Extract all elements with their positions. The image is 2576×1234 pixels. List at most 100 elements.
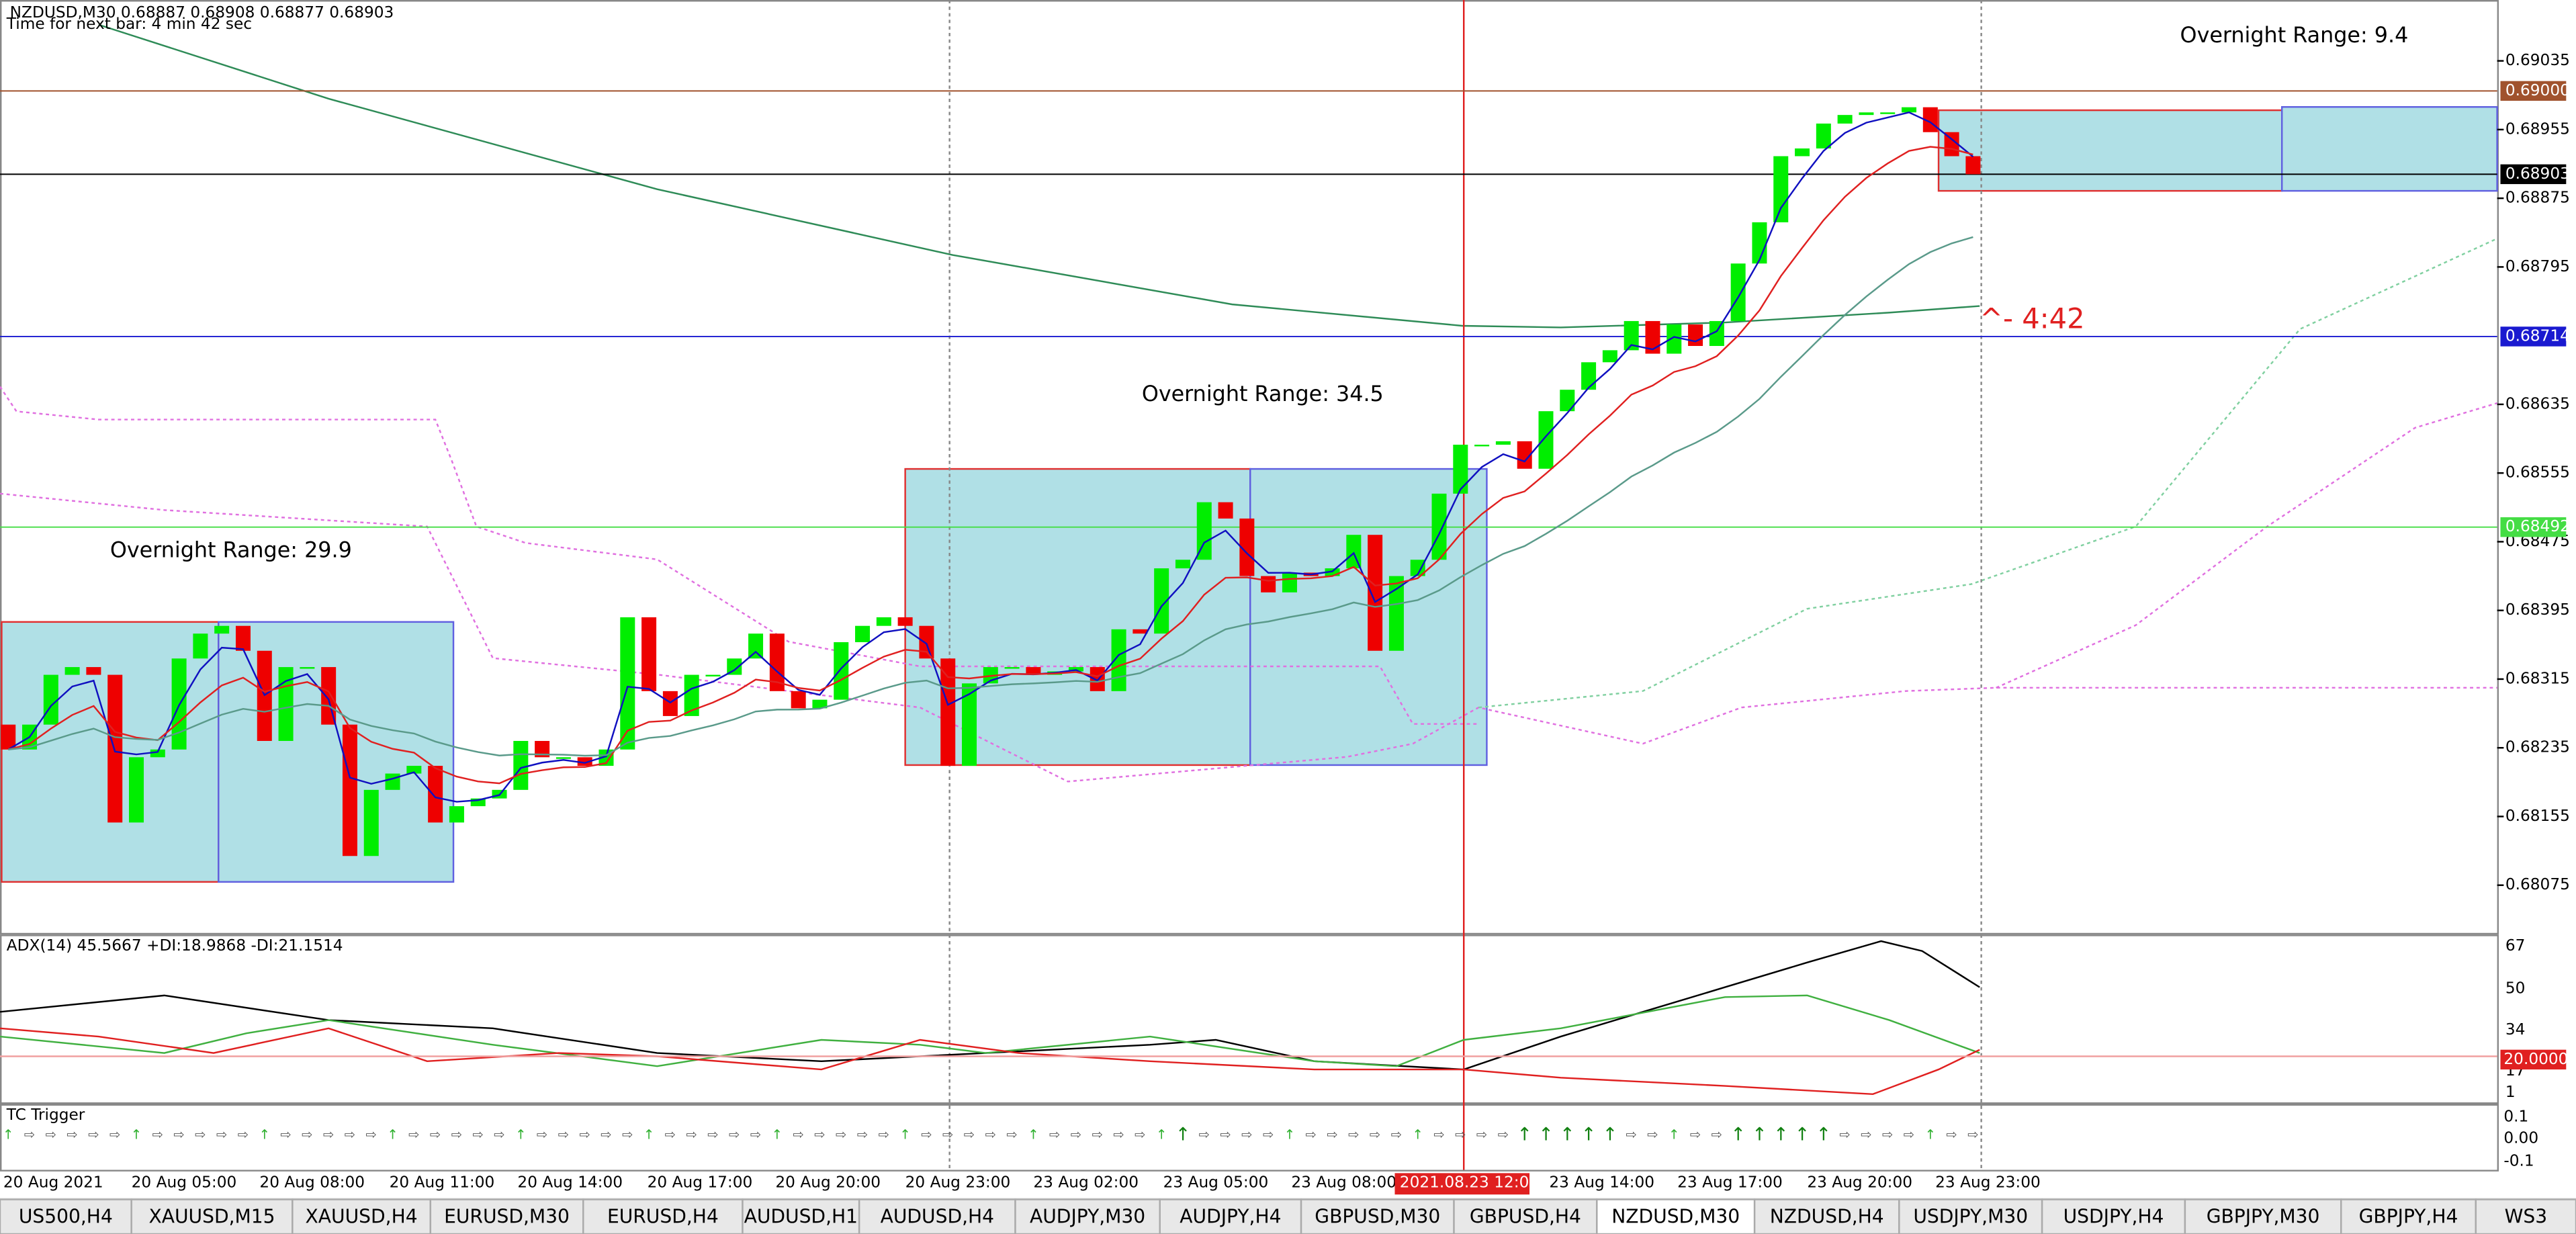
tab[interactable] xyxy=(292,1198,432,1234)
tc-arrow: ⇨ xyxy=(814,1127,825,1143)
tc-arrow: ⇨ xyxy=(1348,1127,1359,1143)
price-marker xyxy=(2500,326,2567,347)
tc-arrow: ⇨ xyxy=(580,1127,590,1143)
tab-label[interactable]: WS3 xyxy=(2505,1205,2548,1227)
tab-label[interactable]: US500,H4 xyxy=(19,1205,113,1227)
tab[interactable] xyxy=(1596,1198,1756,1234)
tab-label[interactable]: AUDJPY,H4 xyxy=(1180,1205,1281,1227)
tab-label[interactable]: NZDUSD,H4 xyxy=(1770,1205,1884,1227)
candle xyxy=(1581,362,1597,390)
tc-arrow: ↑ xyxy=(1925,1127,1936,1143)
tc-arrow: ↑ xyxy=(1175,1125,1191,1145)
range-label: Overnight Range: 9.4 xyxy=(2180,22,2409,48)
tc-arrow: ⇨ xyxy=(537,1127,547,1143)
tc-arrow: ⇨ xyxy=(1476,1127,1487,1143)
tab-label[interactable]: GBPJPY,M30 xyxy=(2207,1205,2320,1227)
tc-arrow: ⇨ xyxy=(729,1127,740,1143)
candle xyxy=(1090,667,1105,691)
tc-arrow: ⇨ xyxy=(1391,1127,1402,1143)
tab-label[interactable]: GBPUSD,M30 xyxy=(1315,1205,1440,1227)
tab[interactable] xyxy=(1159,1198,1302,1234)
candle xyxy=(535,740,550,758)
tc-arrow: ⇨ xyxy=(601,1127,611,1143)
tc-arrow: ⇨ xyxy=(836,1127,846,1143)
tab-label[interactable]: AUDJPY,M30 xyxy=(1030,1205,1145,1227)
tab-label[interactable]: GBPUSD,H4 xyxy=(1470,1205,1581,1227)
tc-arrow: ⇨ xyxy=(323,1127,334,1143)
tab-label[interactable]: EURUSD,M30 xyxy=(444,1205,570,1227)
candle xyxy=(150,749,165,758)
cloud-edge xyxy=(0,492,2497,783)
candle xyxy=(1602,350,1617,363)
tc-arrow: ⇨ xyxy=(1626,1127,1636,1143)
tab-label[interactable]: AUDUSD,H1 xyxy=(744,1205,858,1227)
range-box xyxy=(2280,105,2498,192)
tc-arrow: ⇨ xyxy=(964,1127,975,1143)
tc-arrow: ↑ xyxy=(1560,1125,1575,1145)
tc-arrow: ⇨ xyxy=(1690,1127,1701,1143)
candle xyxy=(662,691,678,716)
time-label: 20 Aug 17:00 xyxy=(648,1174,753,1192)
tc-arrow: ⇨ xyxy=(1092,1127,1103,1143)
tc-arrow: ⇨ xyxy=(88,1127,99,1143)
candle xyxy=(641,617,657,691)
candle xyxy=(1517,441,1532,469)
tab-label[interactable]: EURUSD,H4 xyxy=(607,1205,719,1227)
candle xyxy=(1837,115,1853,124)
tab-label[interactable]: AUDUSD,H4 xyxy=(881,1205,994,1227)
candle xyxy=(1645,320,1660,354)
candle xyxy=(1859,112,1874,116)
candle xyxy=(962,683,977,766)
tab[interactable] xyxy=(858,1198,1016,1234)
price-label: 0.68395 xyxy=(2505,601,2570,619)
candle xyxy=(1902,107,1917,113)
tab[interactable] xyxy=(2475,1198,2576,1234)
tc-arrow: ⇨ xyxy=(1498,1127,1509,1143)
adx-axis-label: 1 xyxy=(2505,1083,2516,1101)
candle xyxy=(1431,493,1447,560)
tab-label[interactable]: USDJPY,H4 xyxy=(2063,1205,2164,1227)
tc-arrow: ↑ xyxy=(515,1127,526,1143)
tc-arrow: ⇨ xyxy=(451,1127,462,1143)
tab-label[interactable]: XAUUSD,H4 xyxy=(306,1205,418,1227)
candle xyxy=(235,625,251,651)
candle xyxy=(897,617,913,626)
time-axis xyxy=(0,1171,2576,1198)
tab-label[interactable]: USDJPY,M30 xyxy=(1913,1205,2028,1227)
price-marker-label: 0.69000 xyxy=(2505,81,2570,99)
candle xyxy=(1752,222,1767,264)
tab[interactable] xyxy=(2184,1198,2342,1234)
tab[interactable] xyxy=(1014,1198,1161,1234)
candle xyxy=(1196,502,1212,560)
tc-arrow: ⇨ xyxy=(1220,1127,1231,1143)
price-marker-label: 0.68714 xyxy=(2505,326,2570,345)
moving-average xyxy=(8,236,1973,757)
candle xyxy=(855,625,871,642)
tc-arrow: ↑ xyxy=(1517,1125,1532,1145)
tc-axis-label: 0.00 xyxy=(2503,1129,2538,1147)
range-label: Overnight Range: 34.5 xyxy=(1142,381,1384,406)
tc-arrow: ↑ xyxy=(1413,1127,1423,1143)
tab-label[interactable]: GBPJPY,H4 xyxy=(2359,1205,2458,1227)
tc-arrow: ⇨ xyxy=(302,1127,312,1143)
tc-arrow: ⇨ xyxy=(921,1127,932,1143)
price-marker-label: 0.68492 xyxy=(2505,517,2570,535)
adx-axis-label: 67 xyxy=(2505,936,2526,955)
tc-axis-label: 0.1 xyxy=(2503,1108,2528,1126)
candle xyxy=(1880,112,1896,114)
candle xyxy=(1388,576,1404,651)
time-highlight xyxy=(1394,1173,1530,1195)
tc-arrow: ⇨ xyxy=(1049,1127,1060,1143)
time-label: 20 Aug 20:00 xyxy=(775,1174,881,1192)
tc-arrow: ⇨ xyxy=(238,1127,249,1143)
tc-arrow: ⇨ xyxy=(1455,1127,1466,1143)
tc-arrow: ⇨ xyxy=(1882,1127,1893,1143)
tc-arrow: ↑ xyxy=(1730,1125,1746,1145)
tc-arrow: ⇨ xyxy=(857,1127,868,1143)
tab-label[interactable]: NZDUSD,M30 xyxy=(1611,1205,1740,1227)
tab[interactable] xyxy=(1898,1198,2043,1234)
candle xyxy=(449,806,464,823)
tab-label[interactable]: XAUUSD,M15 xyxy=(148,1205,275,1227)
time-label: 20 Aug 08:00 xyxy=(259,1174,365,1192)
